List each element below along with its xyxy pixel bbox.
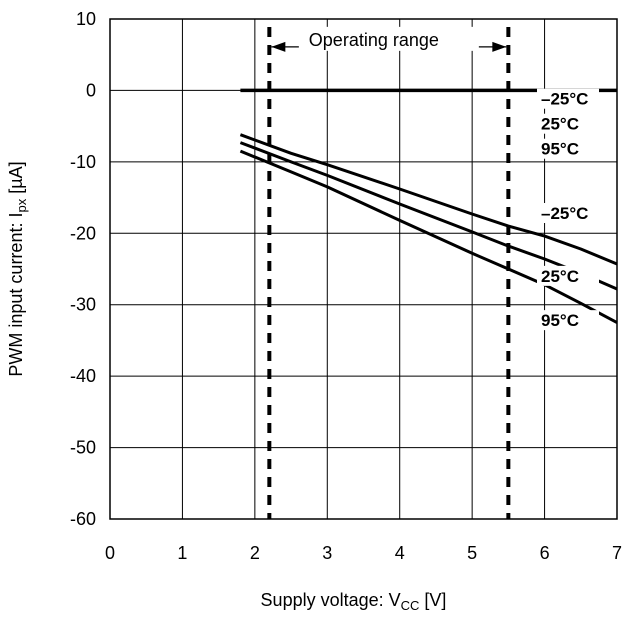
operating-range-label-bg [298, 26, 479, 51]
curve-low-level [239, 133, 618, 266]
y-tick-label: 10 [76, 9, 96, 29]
operating-range-arrowhead-left [271, 41, 286, 52]
y-tick-label: -50 [70, 438, 96, 458]
x-tick-label: 3 [322, 543, 332, 563]
label-low-level-bg [537, 265, 599, 286]
label-high-level: –25°C [541, 90, 588, 109]
y-tick-label: -40 [70, 366, 96, 386]
label-high-level-bg [537, 138, 599, 159]
y-tick-label: -10 [70, 152, 96, 172]
label-low-level: –25°C [541, 204, 588, 223]
label-high-level-bg [537, 88, 599, 109]
x-tick-label: 6 [540, 543, 550, 563]
label-low-level: 95°C [541, 311, 579, 330]
y-tick-label: -30 [70, 295, 96, 315]
curve-labels: –25°C 25°C 95°C –25°C 25°C 95°C [537, 88, 599, 331]
operating-range-markers: Operating range [267, 26, 511, 519]
label-high-level: 95°C [541, 140, 579, 159]
y-axis-title: PWM input current: Ipx [µA] [6, 161, 29, 376]
x-tick-label: 7 [612, 543, 622, 563]
curve-low-level [239, 149, 618, 324]
x-tick-label: 5 [467, 543, 477, 563]
x-tick-label: 2 [250, 543, 260, 563]
y-tick-label: 0 [86, 80, 96, 100]
x-axis-title: Supply voltage: VCC [V] [261, 590, 447, 613]
label-low-level: 25°C [541, 267, 579, 286]
y-tick-label: -20 [70, 223, 96, 243]
y-tick-label: -60 [70, 509, 96, 529]
x-tick-label: 0 [105, 543, 115, 563]
operating-range-arrowhead-right [492, 41, 507, 52]
plot-frame [109, 18, 618, 520]
x-tick-label: 4 [395, 543, 405, 563]
x-tick-label: 1 [177, 543, 187, 563]
label-low-level-bg [537, 310, 599, 331]
x-tick-labels: 0 1 2 3 4 5 6 7 [105, 543, 622, 563]
operating-range-label: Operating range [309, 30, 439, 50]
label-high-level: 25°C [541, 115, 579, 134]
label-low-level-bg [537, 203, 599, 223]
label-high-level-bg [537, 113, 599, 134]
y-tick-labels: 10 0 -10 -20 -30 -40 -50 -60 [70, 9, 96, 529]
